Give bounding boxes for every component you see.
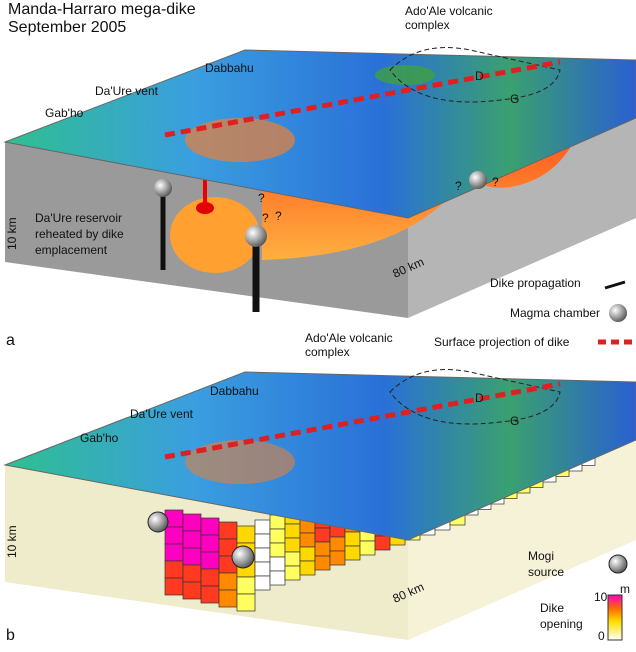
legend-label: Dike — [540, 601, 564, 615]
grid-cell — [299, 560, 316, 576]
label: Ado'Ale volcanic — [405, 4, 493, 18]
grid-cell — [182, 564, 202, 583]
grid-cell — [329, 536, 346, 552]
grid-cell — [284, 551, 301, 567]
grid-cell — [269, 528, 286, 544]
grid-cell — [182, 547, 202, 566]
grid-cell — [200, 551, 220, 570]
label: ? — [275, 209, 282, 223]
top-face — [3, 371, 636, 541]
legend-label: opening — [540, 617, 583, 631]
grid-cell — [218, 572, 238, 591]
grid-cell — [269, 556, 286, 572]
grid-cell — [254, 519, 271, 535]
block-b: Ado'Ale volcanic complex D G Da'Ure vent… — [3, 331, 636, 644]
grid-cell — [164, 560, 184, 579]
grid-cell — [164, 577, 184, 596]
label: D — [475, 69, 484, 83]
grid-cell — [284, 565, 301, 581]
grid-cell — [329, 550, 346, 566]
colorbar-label: m — [620, 582, 630, 596]
grid-cell — [284, 537, 301, 553]
grid-cell — [359, 540, 376, 556]
label: Da'Ure vent — [130, 407, 194, 421]
title-line: September 2005 — [8, 19, 126, 36]
label: ? — [492, 175, 499, 189]
label: reheated by dike — [35, 227, 124, 241]
grid-cell — [344, 545, 361, 561]
grid-cell — [269, 542, 286, 558]
grid-cell — [254, 547, 271, 563]
label: Da'Ure vent — [95, 84, 159, 98]
grid-cell — [218, 521, 238, 540]
label: ? — [258, 191, 265, 205]
title-line: Manda-Harraro mega-dike — [8, 1, 196, 18]
legend-label: source — [528, 565, 564, 579]
panel-letter: b — [6, 627, 15, 644]
grid-cell — [218, 589, 238, 608]
grid-cell — [344, 531, 361, 547]
colorbar — [607, 594, 623, 641]
reservoir — [170, 197, 260, 273]
legend-label: Dike propagation — [490, 276, 581, 290]
label: ? — [455, 179, 462, 193]
label: Gab'ho — [45, 106, 84, 120]
grid-cell — [314, 555, 331, 571]
grid-cell — [284, 523, 301, 539]
grid-cell — [200, 517, 220, 536]
legend-label: Magma chamber — [510, 306, 600, 320]
label: G — [510, 414, 519, 428]
label: complex — [305, 345, 350, 359]
grid-cell — [182, 581, 202, 600]
colorbar-label: 0 — [598, 629, 605, 643]
grid-cell — [200, 585, 220, 604]
label: D — [475, 391, 484, 405]
label: 10 km — [5, 525, 19, 558]
label: emplacement — [35, 243, 108, 257]
grid-cell — [299, 532, 316, 548]
block-a: Manda-Harraro mega-dike September 2005 A… — [3, 1, 636, 349]
grid-cell — [314, 527, 331, 543]
grid-cell — [236, 576, 256, 595]
grid-cell — [200, 568, 220, 587]
legend-label: Mogi — [528, 549, 554, 563]
grid-cell — [200, 534, 220, 553]
label: G — [510, 92, 519, 106]
grid-cell — [299, 546, 316, 562]
reservoir-core — [196, 202, 214, 214]
label: Ado'Ale volcanic — [305, 331, 393, 345]
grid-cell — [254, 561, 271, 577]
grid-cell — [182, 530, 202, 549]
panel-letter: a — [6, 332, 15, 349]
label: 10 km — [5, 217, 19, 250]
grid-cell — [374, 535, 391, 551]
side-face — [408, 118, 636, 318]
legend-label: Surface projection of dike — [434, 335, 570, 349]
label: Gab'ho — [80, 431, 119, 445]
label: complex — [405, 18, 450, 32]
label: Da'Ure reservoir — [35, 211, 122, 225]
grid-cell — [164, 526, 184, 545]
grid-cell — [236, 593, 256, 612]
grid-cell — [254, 533, 271, 549]
label: ? — [262, 211, 269, 225]
label: Dabbahu — [205, 61, 254, 75]
grid-cell — [236, 525, 256, 544]
grid-cell — [269, 570, 286, 586]
side-face — [408, 440, 636, 640]
grid-cell — [254, 575, 271, 591]
colorbar-label: 10 — [594, 590, 608, 604]
grid-cell — [164, 543, 184, 562]
grid-cell — [314, 541, 331, 557]
label: Dabbahu — [210, 384, 259, 398]
grid-cell — [182, 513, 202, 532]
